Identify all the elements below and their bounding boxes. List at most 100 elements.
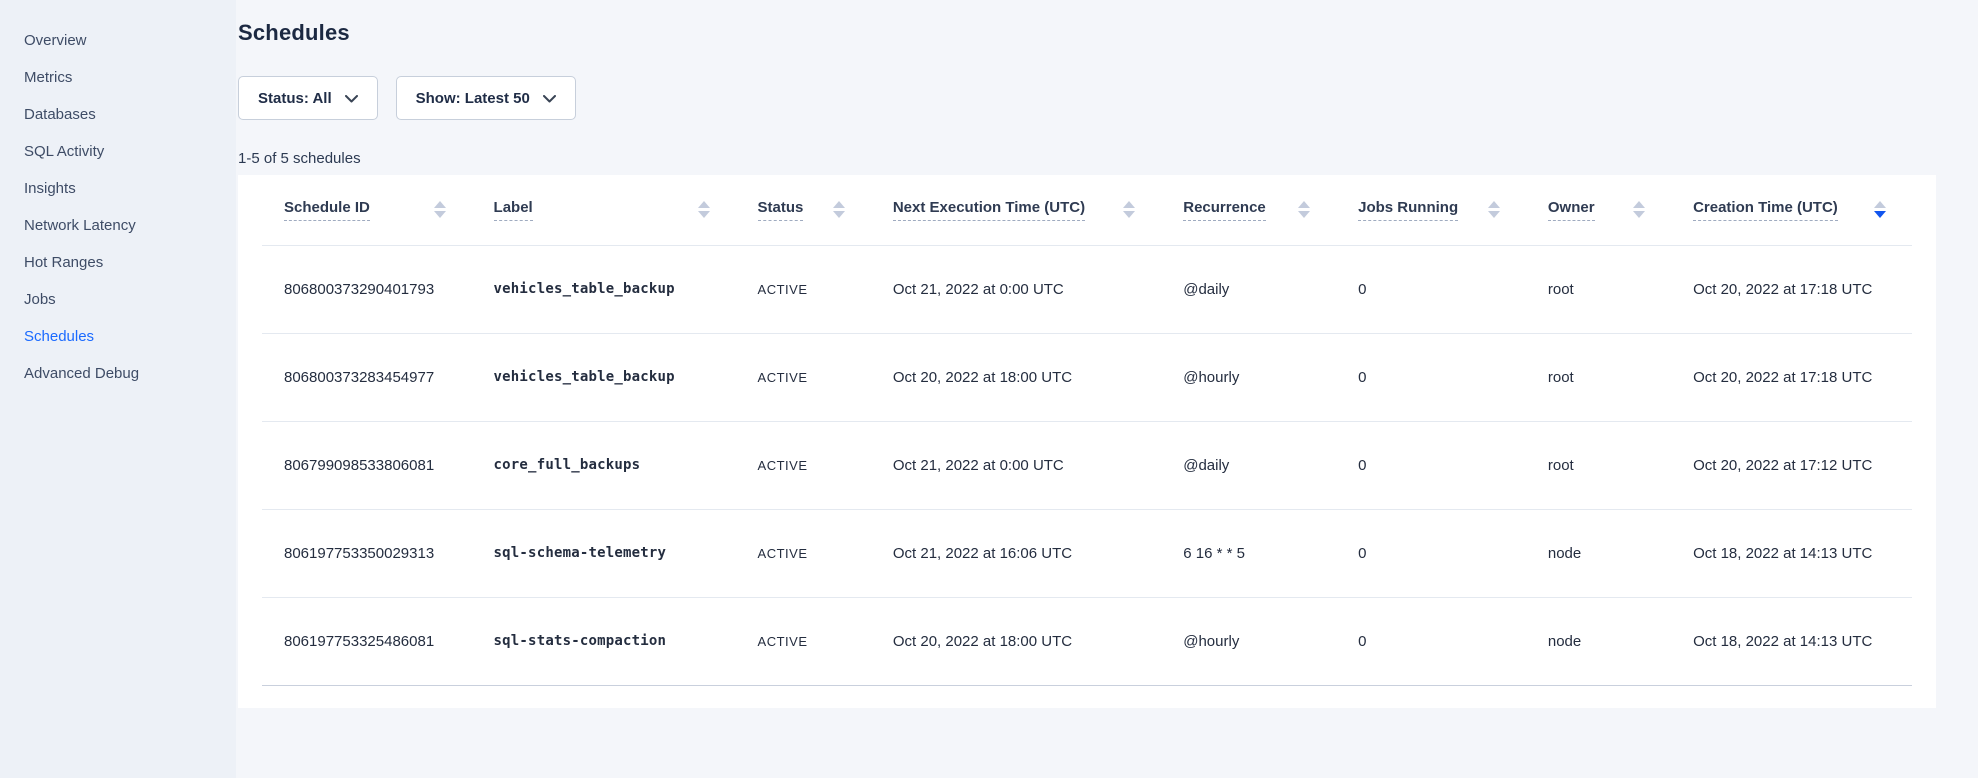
- table-row: 806799098533806081 core_full_backups ACTIV…: [262, 421, 1912, 510]
- sort-icon[interactable]: [1874, 201, 1886, 219]
- column-label: Owner: [1547, 199, 1595, 221]
- schedules-table: Schedule ID Label Status Next Execution Tim…: [262, 175, 1912, 686]
- cell-id: 806197753325486081: [262, 597, 472, 686]
- sidebar-item-metrics[interactable]: Metrics: [24, 69, 73, 86]
- sidebar-nav: Overview Metrics Databases SQL Activity Insi…: [0, 22, 236, 392]
- table-row: 806197753350029313 sql-schema-telemetry AC…: [262, 509, 1912, 598]
- sidebar-item-sql-activity[interactable]: SQL Activity: [24, 143, 105, 160]
- cell-recurrence: @daily: [1161, 421, 1337, 510]
- cell-label: vehicles_table_backup: [471, 245, 736, 334]
- cell-owner: root: [1525, 245, 1672, 334]
- column-label: Jobs Running: [1358, 199, 1459, 221]
- cell-jobs-running: 0: [1336, 421, 1526, 510]
- cell-id: 806197753350029313: [262, 509, 472, 598]
- cell-next-execution: Oct 20, 2022 at 18:00 UTC: [870, 333, 1162, 422]
- sidebar-item-schedules[interactable]: Schedules: [24, 328, 95, 345]
- table-row: 806197753325486081 sql-stats-compaction AC…: [262, 597, 1912, 686]
- status-filter-label: Status: All: [258, 89, 332, 107]
- sort-icon[interactable]: [433, 201, 446, 219]
- column-label: Label: [493, 199, 533, 221]
- cell-recurrence: 6 16 * * 5: [1161, 509, 1337, 598]
- results-count: 1-5 of 5 schedules: [238, 150, 361, 167]
- sort-icon[interactable]: [832, 201, 845, 219]
- column-header-schedule-id[interactable]: Schedule ID: [262, 175, 472, 246]
- sort-up-triangle: [1298, 201, 1311, 209]
- cell-owner: root: [1525, 333, 1672, 422]
- cell-recurrence: @hourly: [1161, 333, 1337, 422]
- show-filter-label: Show: Latest 50: [415, 89, 530, 107]
- sidebar-item-hot-ranges[interactable]: Hot Ranges: [24, 254, 104, 271]
- table-row: 806800373290401793 vehicles_table_backup A…: [262, 245, 1912, 334]
- schedules-table-card: Schedule ID Label Status Next Execution Tim…: [238, 175, 1936, 708]
- sidebar-item-overview[interactable]: Overview: [24, 32, 87, 49]
- sidebar-item-databases[interactable]: Databases: [24, 106, 96, 123]
- cell-next-execution: Oct 21, 2022 at 0:00 UTC: [870, 421, 1162, 510]
- cell-next-execution: Oct 21, 2022 at 0:00 UTC: [870, 245, 1162, 334]
- column-label: Next Execution Time (UTC): [892, 199, 1086, 221]
- cell-id: 806800373290401793: [262, 245, 472, 334]
- cell-id: 806800373283454977: [262, 333, 472, 422]
- cell-creation-time: Oct 20, 2022 at 17:18 UTC: [1671, 333, 1912, 422]
- cell-status: ACTIVE: [735, 245, 871, 334]
- filter-bar: Status: All Show: Latest 50: [238, 76, 1936, 120]
- sidebar-item-advanced-debug[interactable]: Advanced Debug: [24, 365, 140, 382]
- cell-recurrence: @hourly: [1161, 597, 1337, 686]
- cell-status: ACTIVE: [735, 597, 871, 686]
- column-label: Schedule ID: [284, 199, 370, 221]
- column-header-status[interactable]: Status: [735, 175, 871, 246]
- main-content: Schedules Status: All Show: Latest 50 1-5…: [236, 0, 1978, 778]
- table-row: 806800373283454977 vehicles_table_backup A…: [262, 333, 1912, 422]
- page-title: Schedules: [238, 20, 350, 45]
- sort-down-triangle: [697, 211, 710, 219]
- cell-owner: root: [1525, 421, 1672, 510]
- cell-jobs-running: 0: [1336, 333, 1526, 422]
- column-header-jobs-running[interactable]: Jobs Running: [1336, 175, 1526, 246]
- cell-recurrence: @daily: [1161, 245, 1337, 334]
- column-header-recurrence[interactable]: Recurrence: [1161, 175, 1337, 246]
- status-filter-dropdown[interactable]: Status: All: [238, 76, 378, 120]
- sort-down-triangle: [1633, 211, 1646, 219]
- sort-icon[interactable]: [697, 201, 710, 219]
- sort-down-triangle: [433, 211, 446, 219]
- column-header-label[interactable]: Label: [471, 175, 736, 246]
- sidebar: Overview Metrics Databases SQL Activity Insi…: [0, 0, 236, 778]
- column-header-owner[interactable]: Owner: [1525, 175, 1672, 246]
- cell-label: vehicles_table_backup: [471, 333, 736, 422]
- cell-jobs-running: 0: [1336, 597, 1526, 686]
- cell-status: ACTIVE: [735, 333, 871, 422]
- sort-icon[interactable]: [1633, 201, 1646, 219]
- cell-owner: node: [1525, 597, 1672, 686]
- sort-down-triangle: [1123, 211, 1136, 219]
- sort-down-triangle: [1487, 211, 1500, 219]
- sort-down-triangle: [1298, 211, 1311, 219]
- cell-next-execution: Oct 20, 2022 at 18:00 UTC: [870, 597, 1162, 686]
- cell-jobs-running: 0: [1336, 245, 1526, 334]
- cell-jobs-running: 0: [1336, 509, 1526, 598]
- sort-up-triangle: [1123, 201, 1136, 209]
- cell-creation-time: Oct 18, 2022 at 14:13 UTC: [1671, 597, 1912, 686]
- cell-next-execution: Oct 21, 2022 at 16:06 UTC: [870, 509, 1162, 598]
- cell-creation-time: Oct 20, 2022 at 17:18 UTC: [1671, 245, 1912, 334]
- sort-icon[interactable]: [1123, 201, 1136, 219]
- sidebar-item-jobs[interactable]: Jobs: [24, 291, 56, 308]
- cell-label: core_full_backups: [471, 421, 736, 510]
- sort-icon[interactable]: [1298, 201, 1311, 219]
- column-header-creation-time-utc[interactable]: Creation Time (UTC): [1671, 175, 1912, 246]
- column-label: Creation Time (UTC): [1693, 199, 1838, 221]
- chevron-down-icon: [344, 94, 358, 103]
- sort-down-triangle: [1874, 211, 1886, 219]
- column-label: Status: [757, 199, 804, 221]
- sort-icon[interactable]: [1487, 201, 1500, 219]
- cell-creation-time: Oct 20, 2022 at 17:12 UTC: [1671, 421, 1912, 510]
- sidebar-item-insights[interactable]: Insights: [24, 180, 76, 197]
- sort-down-triangle: [832, 211, 845, 219]
- sidebar-item-network-latency[interactable]: Network Latency: [24, 217, 136, 234]
- column-header-next-execution-time-utc[interactable]: Next Execution Time (UTC): [870, 175, 1162, 246]
- table-body: 806800373290401793 vehicles_table_backup A…: [262, 245, 1912, 686]
- chevron-down-icon: [542, 94, 556, 103]
- sort-up-triangle: [697, 201, 710, 209]
- show-filter-dropdown[interactable]: Show: Latest 50: [395, 76, 576, 120]
- sort-up-triangle: [1487, 201, 1500, 209]
- cell-label: sql-schema-telemetry: [471, 509, 736, 598]
- table-header-row: Schedule ID Label Status Next Execution Tim…: [262, 175, 1912, 246]
